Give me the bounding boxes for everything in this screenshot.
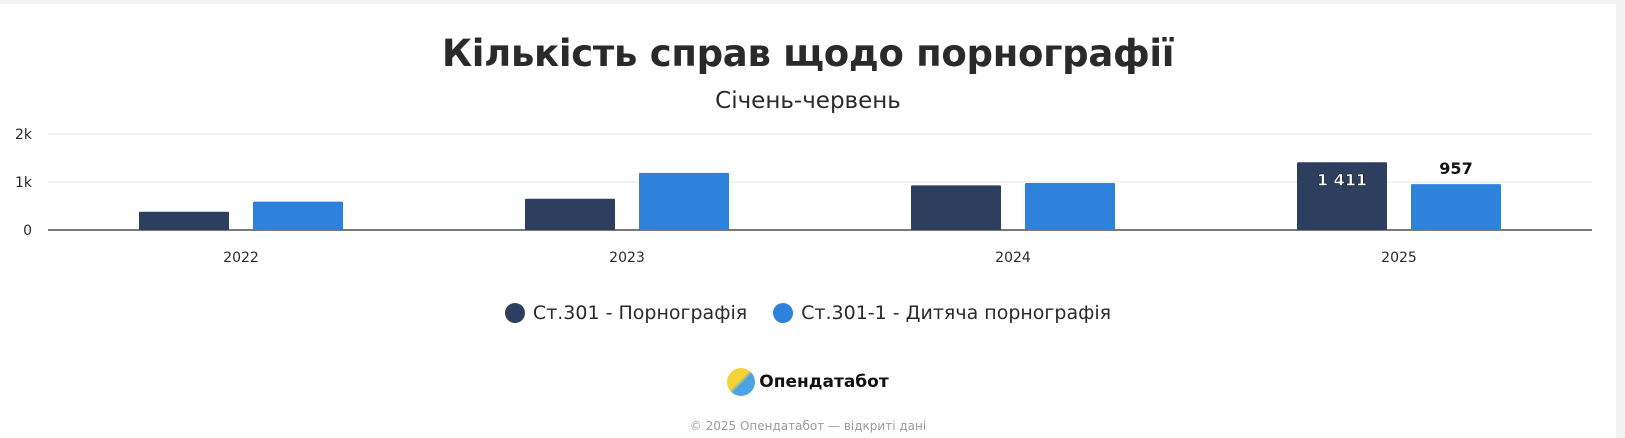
bar-st301-1-2025 [1411,184,1501,230]
x-tick-label: 2023 [609,250,645,266]
plot-area: 0 1k 2k 2022 2023 2024 2025 1 411 957 [15,127,1592,266]
legend-item-st301-1[interactable]: Ст.301-1 - Дитяча порнографія [773,302,1111,324]
chart-subtitle: Січень-червень [715,88,901,114]
bar-st301-2025 [1297,162,1387,230]
bar-st301-2024 [911,185,1001,230]
legend-label-st301-1: Ст.301-1 - Дитяча порнографія [801,302,1112,324]
bar-st301-1-2023 [639,172,729,230]
y-tick-label: 1k [15,175,33,191]
data-label-st301-1-2025: 957 [1439,159,1472,178]
footer-credit: © 2025 Опендатабот — відкриті дані [689,419,927,433]
legend-marker-st301-1 [773,303,794,323]
opendatabot-logo-icon [727,368,756,396]
chart-card: Кількість справ щодо порнографії Січень-… [0,4,1616,438]
bar-st301-2023 [525,198,615,230]
y-tick-label: 2k [15,127,33,143]
x-tick-label: 2025 [1381,250,1417,266]
y-tick-label: 0 [23,223,32,239]
x-tick-label: 2022 [223,250,259,266]
brand[interactable]: Опендатабот [0,368,1616,396]
legend-label-st301: Ст.301 - Порнографія [532,302,748,324]
bar-st301-1-2022 [253,201,343,230]
legend-item-st301[interactable]: Ст.301 - Порнографія [504,302,748,324]
chart-title: Кількість справ щодо порнографії [441,32,1175,75]
brand-name: Опендатабот [759,372,889,392]
bar-st301-1-2024 [1025,182,1115,230]
data-label-st301-2025: 1 411 [1317,170,1367,189]
legend: Ст.301 - Порнографія Ст.301-1 - Дитяча п… [0,302,1616,324]
bar-st301-2022 [139,211,229,230]
legend-marker-st301 [504,303,525,323]
x-tick-label: 2024 [995,250,1031,266]
